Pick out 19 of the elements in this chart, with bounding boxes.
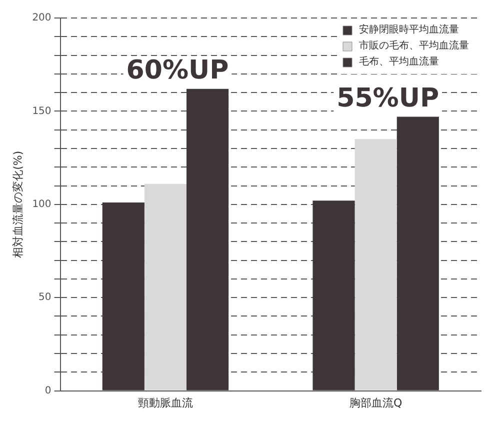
y-tick-label: 200 [32, 12, 52, 24]
y-tick-label: 150 [32, 106, 52, 117]
y-tick-label: 100 [32, 198, 52, 210]
bar [144, 184, 186, 390]
annotation: 55%UP [336, 84, 440, 114]
y-tick-label: 0 [44, 385, 52, 396]
annotation: 60%UP [126, 56, 229, 86]
legend-label: 毛布、平均血流量 [359, 56, 439, 68]
bar [396, 116, 439, 390]
x-tick-label: 胸部血流Q [349, 396, 402, 410]
bar [186, 88, 229, 390]
y-axis-title: 相対血流量の変化(%) [11, 150, 24, 258]
x-tick-label: 頸動脈血流 [138, 396, 193, 410]
y-tick-label: 50 [38, 292, 52, 304]
bar [312, 200, 355, 390]
legend-label: 安静閉眼時平均血流量 [359, 24, 459, 36]
legend-label: 市販の毛布、平均血流量 [359, 40, 469, 52]
bar [102, 202, 144, 390]
bar [354, 139, 397, 390]
